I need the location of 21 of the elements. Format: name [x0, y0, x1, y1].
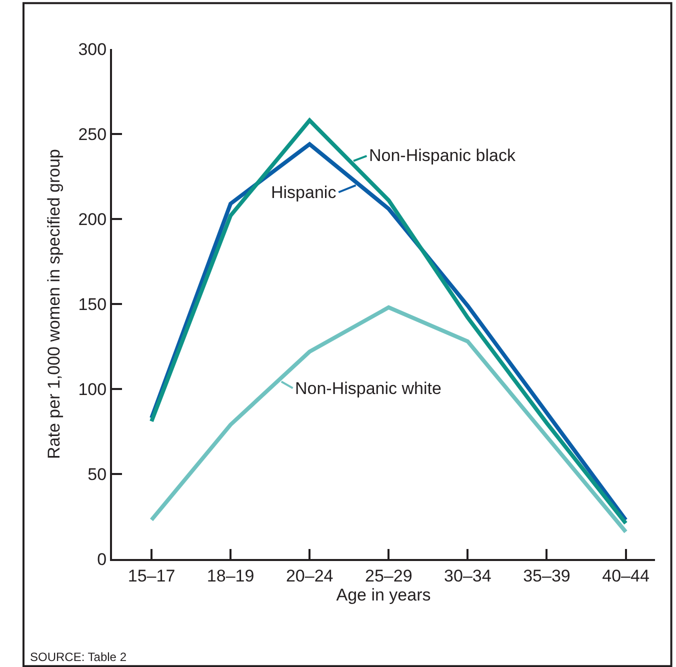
- y-tick-label: 250: [78, 124, 107, 144]
- x-tick-label: 25–29: [365, 566, 412, 586]
- y-tick-label: 150: [78, 294, 107, 314]
- y-tick-label: 300: [78, 40, 107, 59]
- x-tick-label: 30–34: [444, 566, 492, 586]
- y-tick-label: 200: [78, 210, 107, 229]
- x-tick-label: 20–24: [286, 566, 334, 586]
- x-tick-label: 35–39: [523, 566, 570, 586]
- y-tick-label: 100: [78, 380, 107, 399]
- y-tick-label: 0: [97, 550, 107, 569]
- source-note: SOURCE: Table 2: [30, 650, 127, 664]
- line-series: [150, 305, 628, 534]
- x-tick-label: 40–44: [602, 566, 650, 586]
- legend-label: Non-Hispanic black: [369, 146, 516, 165]
- x-tick-label: 15–17: [128, 566, 176, 586]
- y-axis-title: Rate per 1,000 women in specified group: [44, 149, 64, 459]
- x-tick-label: 18–19: [206, 566, 254, 586]
- x-axis-title: Age in years: [336, 585, 431, 604]
- legend-label: Non-Hispanic white: [295, 379, 442, 398]
- y-tick-label: 50: [88, 464, 107, 484]
- series-label: Hispanic: [271, 183, 337, 202]
